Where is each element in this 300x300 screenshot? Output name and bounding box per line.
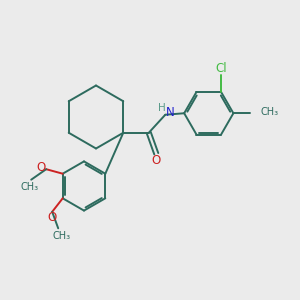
Text: Cl: Cl [215, 62, 227, 75]
Text: CH₃: CH₃ [260, 107, 278, 117]
Text: CH₃: CH₃ [52, 231, 70, 241]
Text: O: O [36, 160, 45, 174]
Text: O: O [47, 211, 56, 224]
Text: H: H [158, 103, 166, 113]
Text: N: N [166, 106, 175, 119]
Text: O: O [152, 154, 161, 167]
Text: CH₃: CH₃ [21, 182, 39, 192]
